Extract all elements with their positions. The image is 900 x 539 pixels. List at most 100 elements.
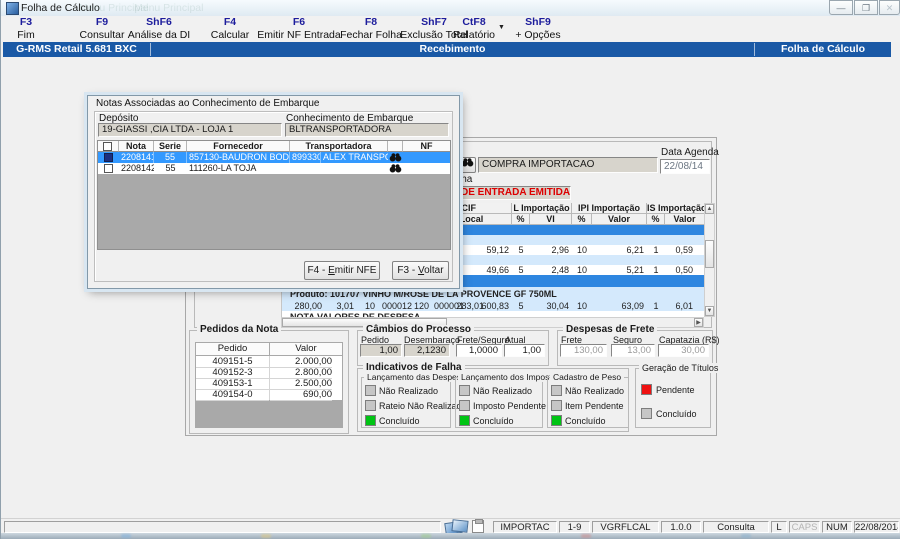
grid-row-empty[interactable]	[282, 235, 705, 245]
banner-module: Recebimento	[419, 43, 486, 55]
toolbar-item-fechar-folha[interactable]: F8 Fechar Folha	[340, 16, 402, 41]
status-square-icon	[551, 385, 562, 396]
grid-row-values[interactable]: 49,66 5 2,48 10 5,21 1 0,50	[486, 265, 693, 275]
voltar-button[interactable]: F3 - Voltar	[392, 261, 449, 280]
binoculars-icon[interactable]	[389, 164, 402, 173]
indicator-item: Imposto Pendente	[459, 398, 546, 416]
pedidos-title: Pedidos da Nota	[197, 325, 282, 335]
status-square-icon	[365, 385, 376, 396]
title-bar: Folha de Cálculo Menu Principal Menu Pri…	[1, 0, 900, 17]
col-nota[interactable]: Nota	[119, 141, 154, 152]
pedido-cell: 409152-3	[196, 367, 269, 379]
checkbox-icon[interactable]	[104, 164, 113, 173]
ghost-text: Menu Principal	[134, 2, 204, 14]
toolbar-item-calcular[interactable]: F4 Calcular	[210, 16, 250, 41]
search-button[interactable]	[459, 157, 476, 173]
images-icon[interactable]	[444, 519, 469, 536]
status-square-icon	[551, 400, 562, 411]
data-agenda-field[interactable]: 22/08/14	[660, 159, 710, 174]
status-date-panel: 22/08/2014	[854, 521, 899, 533]
divider	[150, 43, 151, 56]
grid-row-detail[interactable]: 280,00 3,01 10 000012 120 000001 283,01 …	[282, 299, 705, 311]
grid-vscrollbar[interactable]: ▲ ▼	[704, 203, 715, 317]
notas-table[interactable]: Nota Serie Fornecedor Transportadora NF …	[97, 140, 451, 250]
indicator-item: Concluído	[365, 413, 420, 431]
conhecimento-label: Conhecimento de Embarque	[286, 113, 414, 124]
select-all-header[interactable]	[98, 141, 119, 152]
col-transportadora[interactable]: Transportadora	[290, 141, 388, 152]
col-lookup	[388, 141, 403, 152]
conhecimento-field[interactable]: BLTRANSPORTADORA	[285, 123, 449, 137]
minimize-button[interactable]: —	[829, 0, 853, 15]
grid-subheader-valor: Valor	[592, 214, 647, 225]
toolbar-item-emitir-nf[interactable]: F6 Emitir NF Entrada	[257, 16, 341, 41]
frete-label: Frete	[561, 335, 583, 345]
cambio-pedido-field: 1,00	[360, 344, 402, 357]
scroll-right-arrow[interactable]: ▶	[694, 318, 703, 327]
cambio-atual-field[interactable]: 1,00	[504, 344, 545, 357]
col-nf-entrada[interactable]: NF Entrada	[403, 141, 450, 152]
data-agenda-label: Data Agenda	[661, 147, 719, 158]
deposito-label: Depósito	[99, 113, 139, 124]
col-serie[interactable]: Serie	[154, 141, 187, 152]
valor-cell: 690,00	[270, 389, 332, 401]
status-square-icon	[459, 385, 470, 396]
seguro-field[interactable]: 13,00	[611, 344, 655, 357]
grid-row-values[interactable]: 59,12 5 2,96 10 6,21 1 0,59	[486, 245, 693, 255]
tipo-compra-field[interactable]: COMPRA IMPORTACAO	[478, 157, 658, 173]
scroll-down-arrow[interactable]: ▼	[705, 306, 714, 316]
toolbar-item-consultar[interactable]: F9 Consultar	[79, 16, 125, 41]
cambio-frete-seguro-field[interactable]: 1,0000	[456, 344, 502, 357]
banner-app-version: G-RMS Retail 5.681 BXC	[16, 43, 137, 55]
nota-row-selected[interactable]: 2208141 55 857130-BAUDRON BODEGAS 899330…	[98, 152, 450, 163]
toolbar-item-relatorio[interactable]: CtF8 Relatório	[452, 16, 496, 41]
window-title: Folha de Cálculo	[21, 2, 100, 14]
notas-associadas-dialog: Notas Associadas ao Conhecimento de Emba…	[87, 95, 460, 289]
grid-subheader-valor: Valor	[665, 214, 705, 225]
pedidos-col-pedido: Pedido	[217, 343, 248, 354]
emitir-nfe-button[interactable]: F4 - Emitir NFE	[304, 261, 380, 280]
cambio-frete-seguro-label: Frete/Seguro	[457, 335, 510, 345]
grid-row-product[interactable]: Produto: 101707 VINHO M/ROSE DE LA PROVE…	[282, 287, 705, 299]
nota-row[interactable]: 2208142 55 111260-LA TOJA	[98, 163, 450, 174]
pedidos-col-valor: Valor	[295, 343, 317, 354]
cambio-desembaraco-label: Desembaraço	[404, 335, 461, 345]
status-square-icon	[551, 415, 562, 426]
despesas-title: Despesas de Frete	[563, 325, 658, 335]
checkbox-icon[interactable]	[103, 142, 112, 151]
valor-cell: 2.500,00	[270, 378, 332, 390]
frete-field[interactable]: 130,00	[560, 344, 607, 357]
col-fornecedor[interactable]: Fornecedor	[187, 141, 290, 152]
grid-subheader-pct: %	[572, 214, 592, 225]
toolbar-item-exclusao-total[interactable]: ShF7 Exclusão Total	[400, 16, 468, 41]
status-square-icon	[365, 415, 376, 426]
app-icon	[6, 2, 19, 15]
grid-row-band[interactable]	[282, 225, 705, 235]
grid-row-footer-clipped[interactable]: NOTA VALORES DE DESPESA	[290, 312, 421, 317]
pedidos-table[interactable]: Pedido Valor 409151-5 2.000,00 409152-3 …	[195, 342, 343, 428]
toolbar-item-opcoes[interactable]: ShF9 + Opções	[515, 16, 561, 41]
status-version-panel: 1.0.0	[661, 521, 701, 533]
indicator-item: Não Realizado	[459, 383, 532, 401]
toolbar-item-fim[interactable]: F3 Fim	[17, 16, 35, 41]
clipboard-icon[interactable]	[472, 519, 484, 533]
status-square-icon	[365, 400, 376, 411]
indicator-item: Concluído	[641, 406, 697, 424]
scroll-up-arrow[interactable]: ▲	[705, 204, 714, 214]
banner-bar: G-RMS Retail 5.681 BXC Recebimento Folha…	[3, 42, 891, 57]
status-range-panel: 1-9	[559, 521, 590, 533]
checkbox-icon[interactable]	[104, 153, 113, 162]
toolbar: F3 Fim F9 Consultar ShF6 Análise da DI F4 Ca…	[1, 16, 900, 42]
toolbar-item-analise-di[interactable]: ShF6 Análise da DI	[127, 16, 191, 41]
chevron-down-icon[interactable]: ▼	[498, 24, 505, 31]
close-button[interactable]: ✕	[879, 0, 900, 15]
status-square-icon	[641, 408, 652, 419]
grid-row-empty[interactable]	[282, 255, 705, 265]
cambio-desembaraco-field: 2,1230	[404, 344, 450, 357]
vscroll-thumb[interactable]	[705, 240, 714, 268]
restore-button[interactable]: ❐	[854, 0, 878, 15]
binoculars-icon[interactable]	[389, 153, 402, 162]
divider	[754, 43, 755, 56]
capatazia-field[interactable]: 30,00	[658, 344, 709, 357]
deposito-field[interactable]: 19-GIASSI ,CIA LTDA - LOJA 1	[98, 123, 282, 137]
